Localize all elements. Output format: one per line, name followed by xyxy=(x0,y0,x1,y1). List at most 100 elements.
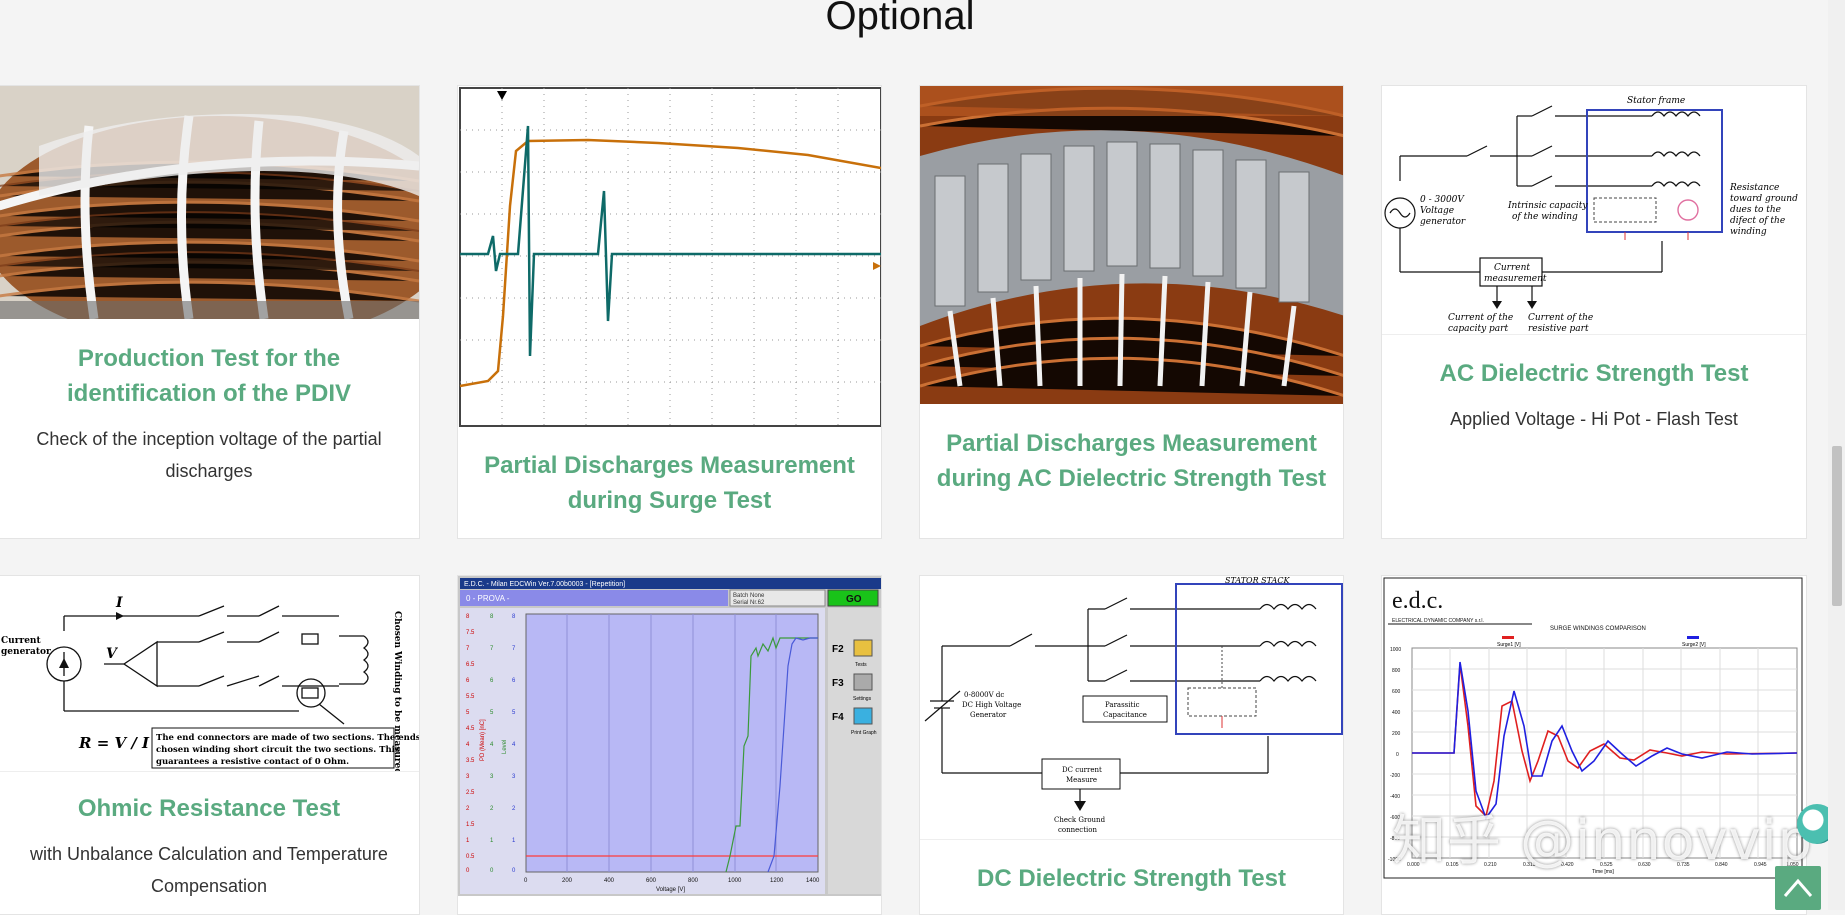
scrollbar-thumb[interactable] xyxy=(1832,446,1842,606)
label-ground-2: connection xyxy=(1058,826,1097,834)
ac-hipot-circuit-diagram: Stator frame 0 - 3000V Voltage generator… xyxy=(1382,86,1806,335)
f3-key: F3 xyxy=(832,678,844,689)
svg-text:0.210: 0.210 xyxy=(1484,862,1497,868)
svg-text:200: 200 xyxy=(1392,731,1401,737)
svg-text:1: 1 xyxy=(466,838,470,844)
oscilloscope-image xyxy=(458,86,881,428)
card-title[interactable]: Partial Discharges Measurement during AC… xyxy=(936,430,1327,492)
label-parasitic-2: Capacitance xyxy=(1103,711,1147,719)
svg-text:0.105: 0.105 xyxy=(1446,862,1459,868)
scrollbar[interactable] xyxy=(1828,0,1845,910)
y-ticks-left: 87.5 76.5 65.5 54.5 43.5 32.5 21.5 10.5 … xyxy=(466,614,475,874)
watermark-text: 知乎 @innovvip xyxy=(1392,809,1813,872)
svg-text:3: 3 xyxy=(466,774,470,780)
label-formula: R = V / I xyxy=(78,734,150,752)
label-dc-gen-1: 0-8000V dc xyxy=(964,691,1004,699)
back-to-top-button[interactable] xyxy=(1775,866,1821,910)
svg-text:5: 5 xyxy=(512,710,516,716)
svg-text:-800: -800 xyxy=(1390,836,1400,842)
ac-circuit-svg: Stator frame 0 - 3000V Voltage generator… xyxy=(1382,86,1806,334)
svg-text:4: 4 xyxy=(490,742,494,748)
svg-text:0.735: 0.735 xyxy=(1677,862,1690,868)
label-dc-gen-2: DC High Voltage xyxy=(962,701,1021,709)
y-axis-label-mid: Level xyxy=(502,740,508,754)
label-current-2: measurement xyxy=(1484,274,1547,284)
label-resistance-4: difect of the xyxy=(1730,216,1785,226)
svg-text:2: 2 xyxy=(466,806,470,812)
brand-logo: e.d.c. xyxy=(1392,588,1443,614)
section-title: Optional xyxy=(825,0,975,38)
card-ac-dielectric[interactable]: Stator frame 0 - 3000V Voltage generator… xyxy=(1381,85,1807,539)
svg-text:1.5: 1.5 xyxy=(466,822,475,828)
svg-text:4: 4 xyxy=(466,742,470,748)
card-title[interactable]: AC Dielectric Strength Test xyxy=(1439,360,1749,387)
legend-b: Surge2 [V] xyxy=(1682,642,1706,648)
svg-text:600: 600 xyxy=(646,878,657,884)
dc-hipot-circuit-diagram: STATOR STACK 0-8000V dc DC High Voltage … xyxy=(920,576,1343,840)
x-axis-label: Voltage [V] xyxy=(656,887,685,893)
svg-text:3: 3 xyxy=(512,774,516,780)
surge-x-label: Time [ms] xyxy=(1592,869,1614,875)
svg-text:7: 7 xyxy=(490,646,494,652)
svg-text:2: 2 xyxy=(490,806,494,812)
card-software-plot[interactable]: E.D.C. - Milan EDCWin Ver.7.00b0003 - [R… xyxy=(457,575,882,915)
card-pd-surge[interactable]: Partial Discharges Measurement during Su… xyxy=(457,85,882,539)
surge-plot-svg: e.d.c. ELECTRICAL DYNAMIC COMPANY s.r.l.… xyxy=(1382,576,1806,881)
coil-winding-image xyxy=(0,86,419,319)
card-pd-ac[interactable]: Partial Discharges Measurement during AC… xyxy=(919,85,1344,539)
label-stator-stack: STATOR STACK xyxy=(1225,576,1290,585)
label-V: V xyxy=(106,646,119,662)
surge-comparison-plot: e.d.c. ELECTRICAL DYNAMIC COMPANY s.r.l.… xyxy=(1382,576,1806,881)
svg-text:0: 0 xyxy=(512,868,516,874)
svg-text:0.630: 0.630 xyxy=(1638,862,1651,868)
svg-text:600: 600 xyxy=(1392,689,1401,695)
svg-text:1000: 1000 xyxy=(1390,647,1401,653)
dc-circuit-svg: STATOR STACK 0-8000V dc DC High Voltage … xyxy=(920,576,1343,839)
company-name: ELECTRICAL DYNAMIC COMPANY s.r.l. xyxy=(1392,618,1484,624)
label-current-gen-1: Current xyxy=(1,636,41,646)
svg-text:6: 6 xyxy=(490,678,494,684)
label-res-part-1: Current of the xyxy=(1528,313,1593,323)
window-title: E.D.C. - Milan EDCWin Ver.7.00b0003 - [R… xyxy=(464,581,625,588)
card-production-test[interactable]: Production Test for the identification o… xyxy=(0,85,420,539)
label-stator-frame: Stator frame xyxy=(1627,96,1685,106)
chart-title: SURGE WINDINGS COMPARISON xyxy=(1550,626,1646,632)
stator-winding-photo xyxy=(920,86,1343,404)
svg-text:1200: 1200 xyxy=(770,878,784,884)
card-description: Applied Voltage - Hi Pot - Flash Test xyxy=(1450,409,1738,429)
label-note-3: guarantees a resistive contact of 0 Ohm. xyxy=(156,757,349,767)
svg-text:-600: -600 xyxy=(1390,815,1400,821)
label-current-gen-2: generator xyxy=(1,647,51,657)
card-title[interactable]: Partial Discharges Measurement during Su… xyxy=(484,452,855,514)
card-ohmic-resistance[interactable]: I V Current generator R = V / I The end … xyxy=(0,575,420,915)
label-generator-2: Voltage xyxy=(1420,206,1454,216)
label-capacity-2: of the winding xyxy=(1512,212,1578,222)
surge-x-ticks: 0.000 0.105 0.210 0.315 0.420 0.525 0.630 0.… xyxy=(1407,862,1799,868)
card-title[interactable]: Production Test for the identification o… xyxy=(66,345,351,407)
card-dc-dielectric[interactable]: STATOR STACK 0-8000V dc DC High Voltage … xyxy=(919,575,1344,915)
svg-text:6: 6 xyxy=(512,678,516,684)
svg-text:3: 3 xyxy=(490,774,494,780)
svg-text:0: 0 xyxy=(466,868,470,874)
svg-text:1: 1 xyxy=(490,838,494,844)
label-cap-part-1: Current of the xyxy=(1448,313,1513,323)
y-ticks-right: 8 7 6 5 4 3 2 1 0 xyxy=(512,614,516,874)
card-surge-comparison[interactable]: e.d.c. ELECTRICAL DYNAMIC COMPANY s.r.l.… xyxy=(1381,575,1807,915)
legend-a: Surge1 [V] xyxy=(1497,642,1521,648)
label-dc-current-2: Measure xyxy=(1066,776,1097,784)
card-title[interactable]: DC Dielectric Strength Test xyxy=(977,865,1286,892)
svg-text:0.945: 0.945 xyxy=(1754,862,1767,868)
svg-text:2.5: 2.5 xyxy=(466,790,475,796)
svg-text:0: 0 xyxy=(1396,752,1399,758)
card-title[interactable]: Ohmic Resistance Test xyxy=(77,795,341,822)
label-cap-part-2: capacity part xyxy=(1448,324,1508,334)
oscilloscope-waveform xyxy=(458,86,881,428)
svg-text:5: 5 xyxy=(490,710,494,716)
svg-text:4: 4 xyxy=(512,742,516,748)
label-resistance-1: Resistance xyxy=(1729,183,1779,193)
f4-key: F4 xyxy=(832,712,844,723)
svg-text:8: 8 xyxy=(512,614,516,620)
svg-text:1.050: 1.050 xyxy=(1786,862,1799,868)
label-ground-1: Check Ground xyxy=(1054,816,1106,824)
label-generator-1: 0 - 3000V xyxy=(1420,195,1465,205)
